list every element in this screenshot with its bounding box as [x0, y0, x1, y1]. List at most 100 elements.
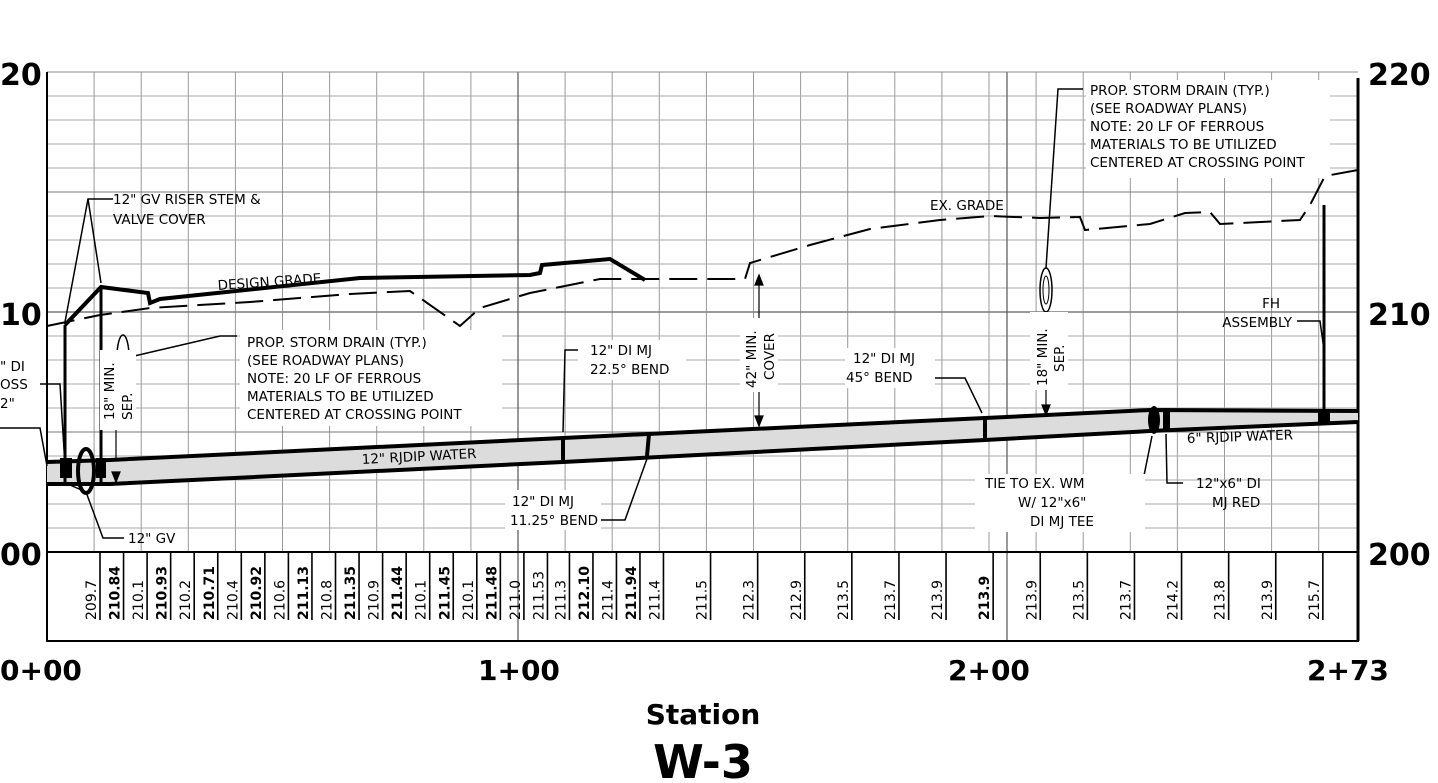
svg-text:CENTERED AT CROSSING POINT: CENTERED AT CROSSING POINT — [1090, 155, 1305, 171]
elev-right-bottom: 200 — [1368, 538, 1431, 573]
elevation-value: 210.71 — [202, 566, 218, 620]
station-100: 1+00 — [478, 654, 560, 687]
elevation-value: 210.2 — [178, 580, 194, 620]
elevation-value: 213.5 — [1071, 580, 1087, 620]
elevation-value: 213.7 — [883, 580, 899, 620]
elevation-value: 210.1 — [461, 580, 477, 620]
svg-text:22.5° BEND: 22.5° BEND — [590, 362, 669, 378]
elevation-value: 215.7 — [1307, 580, 1323, 620]
water-main-12in — [47, 410, 1358, 484]
existing-grade-line — [46, 169, 1359, 328]
svg-text:OSS: OSS — [0, 377, 28, 393]
design-grade-line — [63, 256, 647, 327]
svg-text:" DI: " DI — [0, 359, 25, 375]
svg-text:FH: FH — [1262, 296, 1280, 312]
elevation-value: 214.2 — [1166, 580, 1182, 620]
svg-text:12" DI MJ: 12" DI MJ — [853, 351, 915, 367]
elevation-value: 211.35 — [343, 566, 359, 620]
elev-left-top: 20 — [0, 58, 42, 93]
elev-right-top: 220 — [1368, 58, 1431, 93]
elevation-value: 211.13 — [296, 566, 312, 620]
svg-text:(SEE ROADWAY PLANS): (SEE ROADWAY PLANS) — [1090, 101, 1247, 117]
elevation-value: 212.3 — [742, 580, 758, 620]
elevation-value: 213.5 — [836, 580, 852, 620]
elevation-table: 209.7 210.84 210.1 210.93 210.2 210.71 210.4 21… — [84, 552, 1324, 620]
elevation-value: 211.4 — [600, 580, 616, 620]
svg-text:42" MIN.: 42" MIN. — [744, 330, 760, 388]
station-273: 2+73 — [1307, 654, 1389, 687]
callout-left-cut: " DI OSS 2" — [0, 359, 28, 412]
elevation-value: 210.1 — [414, 580, 430, 620]
svg-text:PROP. STORM DRAIN (TYP.): PROP. STORM DRAIN (TYP.) — [1090, 83, 1270, 99]
elev-right-mid: 210 — [1368, 298, 1431, 333]
pipe-label-main: 12" RJDIP WATER — [361, 446, 476, 468]
elevation-value: 211.53 — [531, 571, 547, 620]
elevation-value: 210.84 — [108, 566, 124, 620]
elev-left-mid: 10 — [0, 298, 42, 333]
elevation-value: 211.4 — [647, 580, 663, 620]
svg-text:CENTERED AT CROSSING POINT: CENTERED AT CROSSING POINT — [247, 407, 462, 423]
callout-bend-11-25: 12" DI MJ 11.25° BEND — [505, 490, 601, 530]
elev-left-bottom: 00 — [0, 538, 42, 573]
svg-text:12" DI MJ: 12" DI MJ — [512, 494, 574, 510]
elevation-value: 213.8 — [1213, 580, 1229, 620]
callout-reducer: 12"x6" DI MJ RED — [1196, 476, 1261, 511]
callout-gv-riser: 12" GV RISER STEM & VALVE COVER — [113, 192, 261, 228]
callout-bend-45: 12" DI MJ 45° BEND — [845, 348, 935, 388]
svg-text:TIE TO EX. WM: TIE TO EX. WM — [984, 476, 1085, 492]
pipe-label-6in: 6" RJDIP WATER — [1187, 427, 1294, 447]
callout-tie: TIE TO EX. WM W/ 12"x6" DI MJ TEE — [975, 474, 1145, 532]
svg-text:12" GV RISER STEM &: 12" GV RISER STEM & — [113, 192, 261, 208]
svg-text:11.25° BEND: 11.25° BEND — [510, 513, 598, 529]
cover-label: 42" MIN. COVER — [740, 318, 778, 392]
svg-text:MATERIALS TO BE UTILIZED: MATERIALS TO BE UTILIZED — [247, 389, 434, 405]
svg-text:2": 2" — [0, 396, 15, 412]
sep-label-right: 18" MIN. SEP. — [1030, 312, 1068, 390]
elevation-value: 213.9 — [930, 580, 946, 620]
elevation-value: 209.7 — [84, 580, 100, 620]
svg-text:PROP. STORM DRAIN (TYP.): PROP. STORM DRAIN (TYP.) — [247, 335, 427, 351]
x-axis-title: Station — [646, 698, 761, 731]
tee-fitting — [1148, 406, 1160, 434]
elevation-value: 212.9 — [789, 580, 805, 620]
ex-grade-label: EX. GRADE — [930, 198, 1004, 214]
svg-text:MJ RED: MJ RED — [1212, 495, 1260, 511]
elevation-value: 213.7 — [1118, 580, 1134, 620]
elevation-value: 213.9 — [977, 576, 993, 620]
svg-text:MATERIALS TO BE UTILIZED: MATERIALS TO BE UTILIZED — [1090, 137, 1277, 153]
station-0: 0+00 — [0, 654, 82, 687]
elevation-value: 212.10 — [577, 566, 593, 620]
storm-drain-right — [1039, 267, 1053, 313]
elevation-value: 211.48 — [484, 566, 500, 620]
elevation-value: 211.5 — [695, 580, 711, 620]
callout-bend-22-5: 12" DI MJ 22.5° BEND — [578, 340, 686, 380]
elevation-value: 211.94 — [624, 566, 640, 620]
svg-text:NOTE: 20 LF OF FERROUS: NOTE: 20 LF OF FERROUS — [1090, 119, 1264, 135]
svg-text:VALVE COVER: VALVE COVER — [113, 212, 206, 228]
callout-fh: FH ASSEMBLY — [1222, 296, 1293, 331]
elevation-value: 211.0 — [508, 580, 524, 620]
elevation-value: 210.92 — [249, 566, 265, 620]
elevation-value: 210.9 — [367, 580, 383, 620]
svg-text:12"x6" DI: 12"x6" DI — [1196, 476, 1261, 492]
station-200: 2+00 — [948, 654, 1030, 687]
elevation-value: 210.4 — [225, 580, 241, 620]
svg-text:DI MJ TEE: DI MJ TEE — [1030, 514, 1094, 530]
svg-text:NOTE: 20 LF OF FERROUS: NOTE: 20 LF OF FERROUS — [247, 371, 421, 387]
reducer-fitting — [1163, 408, 1170, 432]
elevation-value: 210.6 — [272, 580, 288, 620]
gv-label: 12" GV — [128, 531, 176, 547]
elevation-value: 211.45 — [437, 566, 453, 620]
elevation-value: 213.9 — [1260, 580, 1276, 620]
svg-text:SEP.: SEP. — [120, 393, 136, 420]
design-grade-label: DESIGN GRADE — [217, 271, 322, 294]
callout-storm-drain-right: PROP. STORM DRAIN (TYP.) (SEE ROADWAY PL… — [1086, 80, 1330, 178]
elevation-value: 210.1 — [131, 580, 147, 620]
svg-text:W/ 12"x6": W/ 12"x6" — [1018, 495, 1086, 511]
bend-11-25-fitting — [645, 433, 651, 457]
elevation-value: 211.44 — [390, 566, 406, 620]
elevation-value: 210.8 — [320, 580, 336, 620]
svg-text:12" DI MJ: 12" DI MJ — [590, 343, 652, 359]
elevation-value: 213.9 — [1024, 580, 1040, 620]
